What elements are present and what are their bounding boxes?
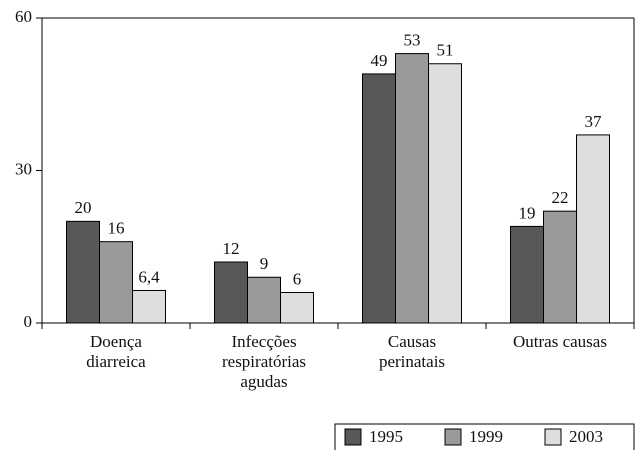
value-label: 53	[404, 30, 421, 49]
legend-label: 2003	[569, 427, 603, 446]
legend-label: 1995	[369, 427, 403, 446]
bar	[395, 53, 429, 324]
bar	[214, 261, 248, 324]
bar	[99, 241, 133, 324]
legend-swatch	[444, 428, 462, 446]
x-tick-label: diarreica	[86, 352, 146, 371]
bar	[362, 73, 396, 324]
legend-swatch	[344, 428, 362, 446]
legend-swatch	[544, 428, 562, 446]
bar	[510, 225, 544, 324]
x-tick-label: perinatais	[379, 352, 445, 371]
bar	[66, 220, 100, 324]
bar	[132, 289, 166, 324]
legend-label: 1999	[469, 427, 503, 446]
bar	[576, 134, 610, 324]
x-tick-label: Causas	[388, 332, 436, 351]
x-tick-label: Doença	[90, 332, 142, 351]
value-label: 37	[585, 112, 603, 131]
x-tick-label: Outras causas	[513, 332, 607, 351]
x-tick-label: agudas	[240, 372, 287, 391]
value-label: 51	[437, 41, 454, 60]
value-label: 6	[293, 269, 302, 288]
legend-box	[334, 423, 635, 450]
value-label: 20	[75, 198, 92, 217]
x-tick-label: respiratórias	[222, 352, 306, 371]
y-tick-label: 60	[15, 7, 32, 26]
value-label: 16	[108, 219, 125, 238]
bar	[247, 276, 281, 324]
value-label: 19	[519, 203, 536, 222]
value-label: 49	[371, 51, 388, 70]
value-label: 12	[223, 239, 240, 258]
value-label: 9	[260, 254, 269, 273]
x-tick-label: Infecções	[231, 332, 296, 351]
bar	[543, 210, 577, 324]
y-tick-label: 30	[15, 159, 32, 178]
bar	[428, 63, 462, 324]
y-tick-label: 0	[24, 312, 33, 331]
value-label: 6,4	[138, 267, 160, 286]
value-label: 22	[552, 188, 569, 207]
bar	[280, 292, 314, 324]
